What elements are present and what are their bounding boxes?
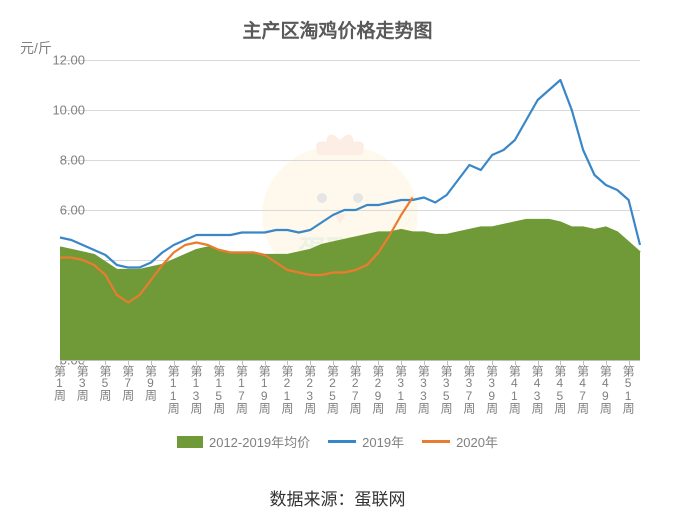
x-tick-label: 第3周 (74, 365, 91, 400)
plot-area (60, 60, 640, 360)
legend-swatch-rect (177, 436, 203, 448)
x-tick-label: 第5周 (97, 365, 114, 400)
x-tick-label: 第23周 (302, 365, 319, 413)
x-tick-label: 第17周 (233, 365, 250, 413)
x-tick-label: 第21周 (279, 365, 296, 413)
x-tick-label: 第35周 (438, 365, 455, 413)
x-tick-label: 第29周 (370, 365, 387, 413)
legend-swatch-line (328, 440, 356, 443)
legend-label: 2019年 (362, 432, 404, 451)
x-tick-label: 第41周 (506, 365, 523, 413)
legend-label: 2012-2019年均价 (209, 432, 310, 451)
data-source: 数据来源：蛋联网 (0, 485, 675, 510)
x-tick-label: 第31周 (393, 365, 410, 413)
x-tick-label: 第37周 (461, 365, 478, 413)
x-tick-label: 第1周 (52, 365, 69, 400)
x-tick-label: 第43周 (529, 365, 546, 413)
x-tick-label: 第7周 (120, 365, 137, 400)
chart-container: 主产区淘鸡价格走势图 元/斤 蛋联网 0.002.004.006.008.001… (0, 0, 675, 532)
x-tick-label: 第27周 (347, 365, 364, 413)
x-tick-label: 第19周 (256, 365, 273, 413)
plot-svg (60, 60, 640, 360)
legend: 2012-2019年均价 2019年 2020年 (0, 432, 675, 451)
x-tick-label: 第13周 (188, 365, 205, 413)
legend-item: 2012-2019年均价 (177, 432, 310, 451)
x-tick-label: 第25周 (324, 365, 341, 413)
x-tick-label: 第45周 (552, 365, 569, 413)
chart-title: 主产区淘鸡价格走势图 (0, 16, 675, 43)
x-tick-label: 第33周 (415, 365, 432, 413)
x-tick-label: 第11周 (165, 365, 182, 413)
x-tick-label: 第47周 (575, 365, 592, 413)
legend-swatch-line (422, 440, 450, 443)
x-tick-label: 第49周 (597, 365, 614, 413)
legend-item: 2020年 (422, 432, 498, 451)
x-tick-label: 第51周 (620, 365, 637, 413)
legend-label: 2020年 (456, 432, 498, 451)
x-tick-label: 第39周 (484, 365, 501, 413)
x-tick-label: 第9周 (142, 365, 159, 400)
x-axis-line (60, 360, 640, 361)
legend-item: 2019年 (328, 432, 404, 451)
area-series (60, 220, 640, 360)
x-tick-label: 第15周 (211, 365, 228, 413)
